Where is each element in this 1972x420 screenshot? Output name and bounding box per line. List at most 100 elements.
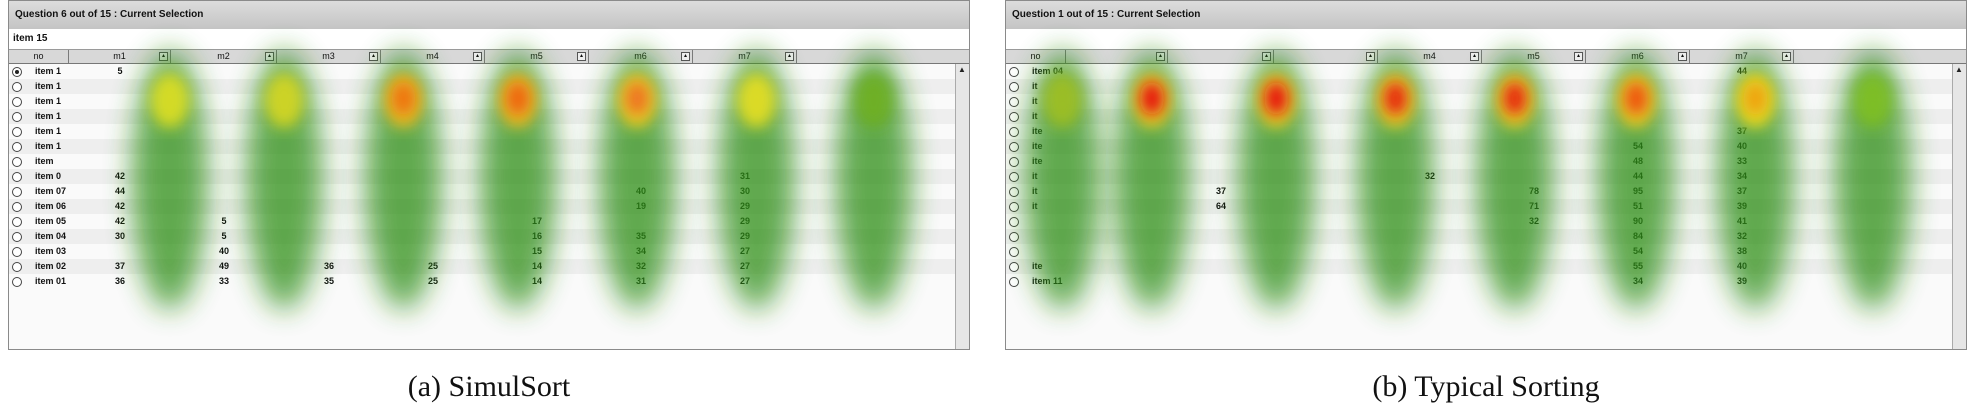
row-radio-button[interactable]: [12, 97, 22, 107]
table-row[interactable]: ite 54 40: [1006, 139, 1952, 154]
column-header-m6[interactable]: m6 ▴: [589, 50, 693, 63]
sort-icon[interactable]: ▴: [785, 52, 794, 61]
table-row[interactable]: it 64 71 51 39: [1006, 199, 1952, 214]
table-row[interactable]: it: [1006, 79, 1952, 94]
table-row[interactable]: item 1: [9, 124, 955, 139]
row-radio-button[interactable]: [12, 112, 22, 122]
table-row[interactable]: item 1: [9, 139, 955, 154]
column-header-m6[interactable]: m6 ▴: [1586, 50, 1690, 63]
current-selection-field[interactable]: [1006, 29, 1966, 50]
column-header-m1[interactable]: ▴: [1066, 50, 1168, 63]
row-radio-button[interactable]: [12, 247, 22, 257]
sort-icon[interactable]: ▴: [265, 52, 274, 61]
row-radio-button[interactable]: [12, 217, 22, 227]
sort-icon[interactable]: ▴: [681, 52, 690, 61]
sort-icon[interactable]: ▴: [1156, 52, 1165, 61]
sort-icon[interactable]: ▴: [1262, 52, 1271, 61]
table-row[interactable]: it: [1006, 94, 1952, 109]
row-radio-button[interactable]: [12, 67, 22, 77]
table-row[interactable]: ite 55 40: [1006, 259, 1952, 274]
sort-icon[interactable]: ▴: [1782, 52, 1791, 61]
table-row[interactable]: item 06 42 19 29: [9, 199, 955, 214]
sort-icon[interactable]: ▴: [473, 52, 482, 61]
table-row[interactable]: item 1: [9, 109, 955, 124]
table-row[interactable]: item 0 42 31: [9, 169, 955, 184]
column-header-m5[interactable]: m5 ▴: [485, 50, 589, 63]
table-row[interactable]: ite 37: [1006, 124, 1952, 139]
row-radio-button[interactable]: [1009, 127, 1019, 137]
row-radio-button[interactable]: [1009, 142, 1019, 152]
column-header-no[interactable]: no: [9, 50, 69, 63]
column-header-m2[interactable]: m2 ▴: [171, 50, 277, 63]
sort-icon[interactable]: ▴: [369, 52, 378, 61]
row-radio-button[interactable]: [1009, 247, 1019, 257]
cell-m6: 34: [1632, 276, 1643, 286]
row-radio-button[interactable]: [12, 157, 22, 167]
row-radio-button[interactable]: [12, 187, 22, 197]
table-row[interactable]: item 02 37 49 36 25 14 32 27: [9, 259, 955, 274]
row-radio-button[interactable]: [12, 232, 22, 242]
table-row[interactable]: item 1: [9, 94, 955, 109]
cell-m5: 16: [531, 231, 542, 241]
column-header-no[interactable]: no: [1006, 50, 1066, 63]
table-row[interactable]: item 11 34 39: [1006, 274, 1952, 289]
column-header-m1[interactable]: m1 ▴: [69, 50, 171, 63]
sort-icon[interactable]: ▴: [1470, 52, 1479, 61]
row-radio-button[interactable]: [1009, 112, 1019, 122]
column-header-m5[interactable]: m5 ▴: [1482, 50, 1586, 63]
table-row[interactable]: 32 90 41: [1006, 214, 1952, 229]
row-radio-button[interactable]: [12, 172, 22, 182]
row-radio-button[interactable]: [1009, 172, 1019, 182]
column-header-m4[interactable]: m4 ▴: [381, 50, 485, 63]
row-radio-button[interactable]: [12, 202, 22, 212]
row-radio-button[interactable]: [12, 127, 22, 137]
row-radio-button[interactable]: [1009, 202, 1019, 212]
sort-icon[interactable]: ▴: [577, 52, 586, 61]
column-header-m7[interactable]: m7 ▴: [1690, 50, 1794, 63]
row-radio-button[interactable]: [1009, 277, 1019, 287]
row-radio-button[interactable]: [1009, 262, 1019, 272]
table-row[interactable]: item 04 44: [1006, 64, 1952, 79]
vertical-scrollbar[interactable]: ▲: [955, 64, 969, 349]
row-radio-button[interactable]: [12, 82, 22, 92]
vertical-scrollbar[interactable]: ▲: [1952, 64, 1966, 349]
table-row[interactable]: ite 48 33: [1006, 154, 1952, 169]
table-row[interactable]: item 01 36 33 35 25 14 31 27: [9, 274, 955, 289]
row-radio-button[interactable]: [12, 262, 22, 272]
row-radio-button[interactable]: [1009, 82, 1019, 92]
current-selection-field[interactable]: item 15: [9, 29, 969, 50]
row-radio-button[interactable]: [12, 142, 22, 152]
table-row[interactable]: item: [9, 154, 955, 169]
row-radio-button[interactable]: [1009, 97, 1019, 107]
column-header-m4[interactable]: m4 ▴: [1378, 50, 1482, 63]
table-row[interactable]: item 04 30 5 16 35 29: [9, 229, 955, 244]
sort-icon[interactable]: ▴: [1574, 52, 1583, 61]
table-row[interactable]: it 37 78 95 37: [1006, 184, 1952, 199]
table-row[interactable]: item 05 42 5 17 29: [9, 214, 955, 229]
table-row[interactable]: item 1: [9, 79, 955, 94]
column-header-m2[interactable]: ▴: [1168, 50, 1274, 63]
row-radio-button[interactable]: [1009, 67, 1019, 77]
item-name: item 1: [35, 111, 62, 121]
row-radio-button[interactable]: [1009, 232, 1019, 242]
sort-icon[interactable]: ▴: [159, 52, 168, 61]
table-row[interactable]: it 32 44 34: [1006, 169, 1952, 184]
table-row[interactable]: it: [1006, 109, 1952, 124]
cell-m3: 36: [323, 261, 334, 271]
table-row[interactable]: 84 32: [1006, 229, 1952, 244]
table-row[interactable]: item 07 44 40 30: [9, 184, 955, 199]
scroll-up-icon[interactable]: ▲: [1955, 65, 1963, 74]
sort-icon[interactable]: ▴: [1678, 52, 1687, 61]
row-radio-button[interactable]: [1009, 187, 1019, 197]
table-row[interactable]: item 1 5: [9, 64, 955, 79]
column-header-m3[interactable]: m3 ▴: [277, 50, 381, 63]
column-header-m7[interactable]: m7 ▴: [693, 50, 797, 63]
table-row[interactable]: item 03 40 15 34 27: [9, 244, 955, 259]
sort-icon[interactable]: ▴: [1366, 52, 1375, 61]
column-header-m3[interactable]: ▴: [1274, 50, 1378, 63]
row-radio-button[interactable]: [1009, 217, 1019, 227]
table-row[interactable]: 54 38: [1006, 244, 1952, 259]
row-radio-button[interactable]: [1009, 157, 1019, 167]
scroll-up-icon[interactable]: ▲: [958, 65, 966, 74]
row-radio-button[interactable]: [12, 277, 22, 287]
